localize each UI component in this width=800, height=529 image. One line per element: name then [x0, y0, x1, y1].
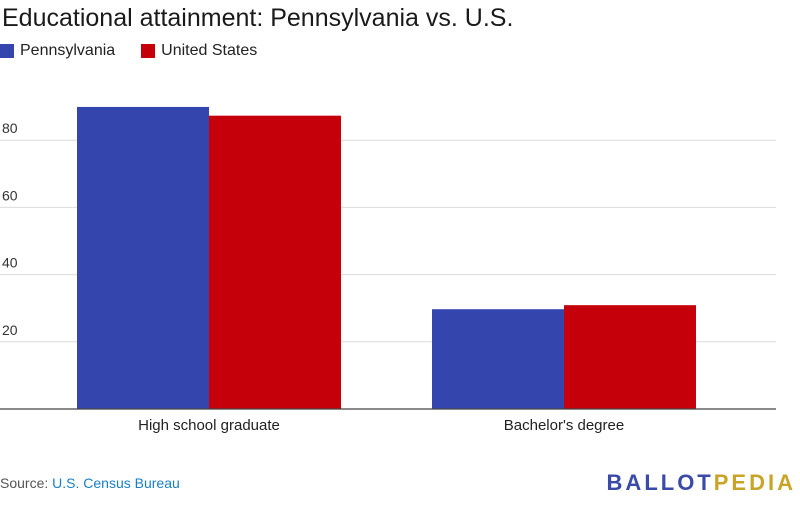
- y-tick-label-40: 40: [2, 255, 18, 271]
- y-tick-label-20: 20: [2, 322, 18, 338]
- legend-item-united-states: United States: [141, 42, 257, 60]
- bar-united-states-1: [564, 305, 696, 409]
- logo-part-1: BALLOT: [606, 470, 714, 495]
- bar-pennsylvania-0: [77, 106, 209, 409]
- source-line: Source: U.S. Census Bureau: [0, 475, 180, 491]
- source-prefix: Source:: [0, 475, 49, 491]
- bar-pennsylvania-1: [432, 309, 564, 409]
- legend: Pennsylvania United States: [0, 42, 283, 60]
- source-link[interactable]: U.S. Census Bureau: [52, 475, 180, 491]
- ballotpedia-logo: BALLOTPEDIA: [607, 470, 796, 496]
- bar-united-states-0: [209, 115, 341, 409]
- y-tick-label-60: 60: [2, 187, 18, 203]
- logo-part-2: PEDIA: [713, 470, 796, 495]
- chart-title: Educational attainment: Pennsylvania vs.…: [2, 4, 514, 32]
- legend-swatch-pennsylvania: [0, 44, 14, 58]
- legend-label-pennsylvania: Pennsylvania: [20, 42, 116, 59]
- x-tick-label-1: Bachelor's degree: [504, 417, 624, 434]
- legend-swatch-united-states: [141, 44, 156, 58]
- y-tick-label-80: 80: [2, 120, 18, 136]
- legend-item-pennsylvania: Pennsylvania: [0, 42, 115, 60]
- x-tick-label-0: High school graduate: [138, 417, 280, 434]
- legend-label-united-states: United States: [161, 42, 258, 59]
